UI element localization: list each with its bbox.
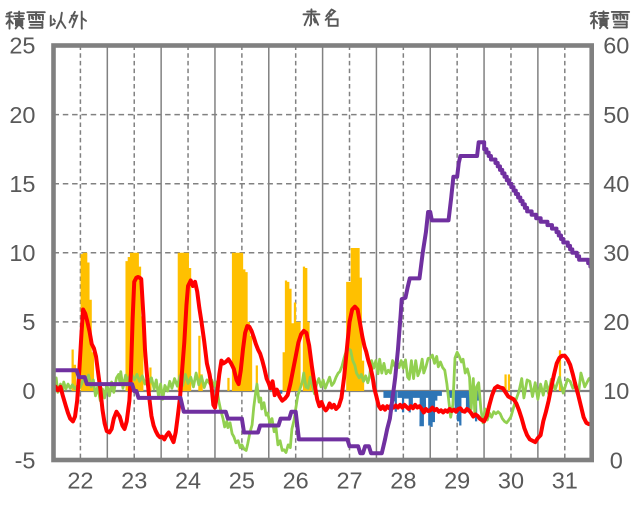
svg-text:15: 15 bbox=[9, 171, 35, 197]
svg-text:25: 25 bbox=[9, 33, 35, 59]
svg-text:20: 20 bbox=[9, 102, 35, 128]
svg-text:31: 31 bbox=[552, 468, 578, 494]
svg-text:30: 30 bbox=[498, 468, 524, 494]
svg-text:60: 60 bbox=[603, 33, 629, 59]
svg-text:20: 20 bbox=[603, 309, 629, 335]
svg-text:22: 22 bbox=[67, 468, 93, 494]
svg-text:10: 10 bbox=[603, 378, 629, 404]
svg-text:0: 0 bbox=[610, 447, 623, 473]
svg-text:28: 28 bbox=[390, 468, 416, 494]
svg-text:24: 24 bbox=[175, 468, 201, 494]
svg-text:-5: -5 bbox=[15, 447, 36, 473]
svg-text:27: 27 bbox=[336, 468, 362, 494]
svg-text:40: 40 bbox=[603, 171, 629, 197]
svg-text:25: 25 bbox=[229, 468, 255, 494]
svg-text:50: 50 bbox=[603, 102, 629, 128]
svg-text:10: 10 bbox=[9, 240, 35, 266]
svg-text:30: 30 bbox=[603, 240, 629, 266]
svg-text:0: 0 bbox=[22, 378, 35, 404]
svg-text:23: 23 bbox=[121, 468, 147, 494]
svg-text:29: 29 bbox=[444, 468, 470, 494]
svg-text:5: 5 bbox=[22, 309, 35, 335]
svg-text:26: 26 bbox=[283, 468, 309, 494]
